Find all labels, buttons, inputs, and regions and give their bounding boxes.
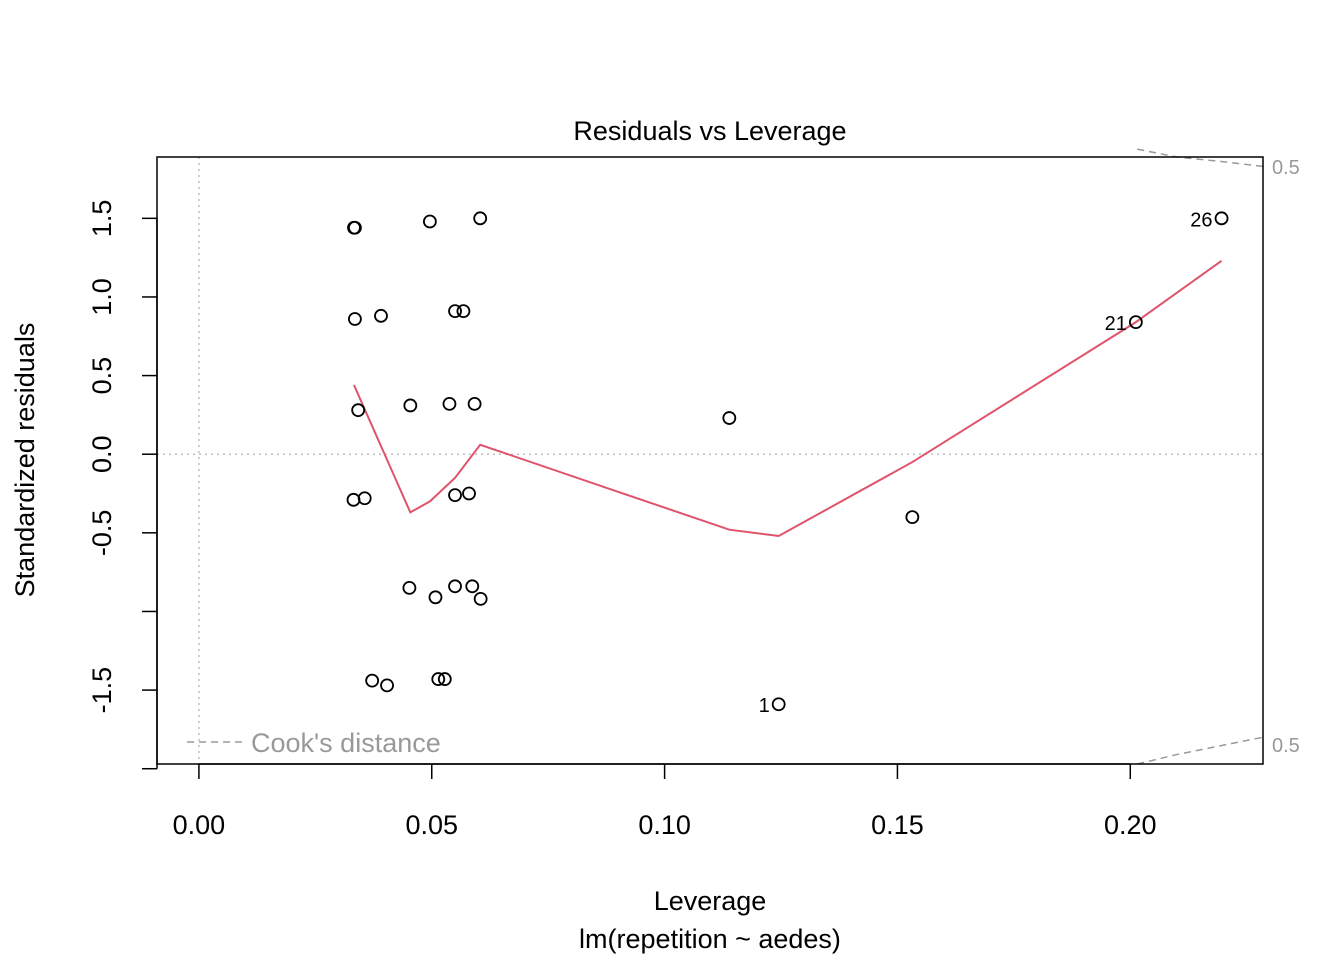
data-point — [402, 580, 417, 595]
data-point — [422, 214, 437, 229]
data-point — [1128, 315, 1143, 330]
data-point — [465, 579, 480, 594]
data-point — [448, 304, 462, 319]
smooth-line-layer — [353, 259, 1223, 538]
x-tick-label: 0.05 — [405, 810, 458, 840]
plot-frame — [156, 156, 1264, 765]
cooks-distance-legend: Cook's distance — [187, 728, 441, 758]
data-point — [448, 579, 462, 594]
cooks-distance-lower-curve — [1137, 736, 1264, 765]
data-point — [348, 220, 362, 235]
data-point — [346, 492, 361, 507]
x-tick-label: 0.10 — [638, 810, 691, 840]
points-layer: 26 21 1 — [346, 209, 1229, 717]
x-axis-subtitle: lm(repetition ~ aedes) — [579, 924, 841, 954]
x-tick-label: 0.20 — [1104, 810, 1157, 840]
y-axis: -1.5 -0.5 0.0 0.5 1.0 1.5 — [87, 200, 158, 770]
y-tick-label: -1.5 — [87, 667, 117, 714]
data-point — [431, 672, 446, 686]
x-axis-label: Leverage — [654, 886, 767, 916]
data-point — [374, 308, 388, 323]
data-point — [428, 590, 443, 605]
y-tick-label: 1.0 — [87, 278, 117, 316]
cooks-distance-upper-curve — [1137, 148, 1264, 168]
data-point — [403, 398, 418, 413]
y-axis-label: Standardized residuals — [10, 323, 40, 598]
y-tick-label: 0.5 — [87, 357, 117, 395]
data-point — [467, 396, 482, 411]
reference-lines — [157, 157, 1263, 764]
data-point — [473, 211, 488, 226]
cooks-distance-curves: 0.5 0.5 — [1137, 148, 1300, 765]
smooth-line — [353, 259, 1223, 538]
data-point — [1214, 211, 1229, 226]
cooks-distance-lower-level: 0.5 — [1272, 735, 1300, 757]
data-point — [448, 488, 462, 502]
y-tick-label: 1.5 — [87, 200, 117, 238]
data-point — [380, 678, 394, 693]
x-axis: 0.00 0.05 0.10 0.15 0.20 — [173, 763, 1157, 840]
data-point — [456, 304, 471, 319]
point-label-1: 1 — [759, 695, 770, 717]
data-point — [437, 672, 452, 686]
data-point — [348, 312, 362, 326]
point-label-26: 26 — [1190, 209, 1212, 231]
data-point — [771, 697, 786, 712]
x-tick-label: 0.00 — [173, 810, 226, 840]
data-point — [905, 510, 920, 525]
data-point — [473, 591, 488, 606]
y-tick-label: -0.5 — [87, 510, 117, 557]
data-point — [357, 491, 372, 506]
cooks-distance-upper-level: 0.5 — [1272, 157, 1300, 179]
data-point — [722, 411, 737, 425]
data-point — [365, 673, 380, 688]
chart-title: Residuals vs Leverage — [573, 116, 846, 146]
data-point — [351, 403, 366, 418]
y-tick-label: 0.0 — [87, 435, 117, 473]
data-point — [442, 396, 457, 411]
x-tick-label: 0.15 — [871, 810, 924, 840]
cooks-distance-legend-label: Cook's distance — [251, 728, 441, 758]
point-label-21: 21 — [1105, 313, 1127, 335]
data-point — [462, 486, 476, 501]
